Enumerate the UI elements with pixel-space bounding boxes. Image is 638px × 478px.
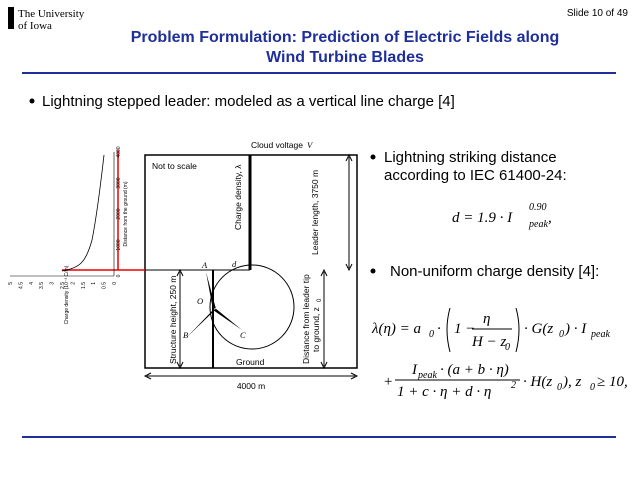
inset-labels: 0 1000 2000 3000 4000 Distance from the groun…: [8, 146, 129, 324]
figure-label: O: [197, 296, 203, 306]
equation: 0: [429, 329, 434, 340]
inset-tick: 1000: [116, 239, 122, 250]
blades: [186, 272, 242, 338]
inset-axis-label: Distance from the ground (m): [123, 181, 129, 246]
figure-label: 4000 m: [237, 381, 265, 391]
figure-label: Leader length, 3750 m: [310, 170, 320, 255]
equation: d = 1.9 · I: [452, 210, 513, 226]
figure-label: d: [232, 259, 237, 269]
bullet-text: Lightning stepped leader: modeled as a v…: [42, 93, 455, 110]
dimension: [143, 372, 359, 380]
inset-tick: 5: [8, 282, 14, 285]
logo-text: The University: [18, 8, 85, 20]
dimension: [176, 268, 184, 370]
figure-label: A: [201, 260, 208, 270]
figure-label: Distance from leader tip: [301, 274, 311, 364]
inset-tick: 4000: [116, 146, 122, 157]
equation: 0: [557, 382, 562, 393]
equation: λ(η) = a: [371, 321, 421, 337]
equation: 0: [505, 342, 510, 353]
bullet: [29, 98, 35, 104]
bullet-text: Lightning striking distance: [384, 149, 557, 166]
figure-label: C: [240, 330, 246, 340]
equation: · (a + b · η): [440, 362, 509, 378]
inset-tick: 3.5: [39, 282, 45, 289]
figure-label: V: [307, 140, 314, 150]
inset-tick: 0.5: [102, 282, 108, 289]
equation: peak: [528, 219, 548, 230]
inset-tick: 0: [116, 274, 122, 277]
figure-label: Charge density, λ: [233, 164, 243, 230]
equation: +: [383, 374, 393, 390]
equation: ,: [548, 210, 552, 226]
logo-text: of Iowa: [18, 20, 52, 32]
title: Wind Turbine Blades: [266, 49, 424, 66]
inset-tick: 2: [70, 282, 76, 285]
inset-tick: 2000: [116, 208, 122, 219]
figure-label: B: [183, 330, 188, 340]
equation: · H(z: [523, 374, 552, 390]
inset-tick: 4: [29, 282, 35, 285]
equation: 0: [590, 382, 595, 393]
equation: ≥ 10,: [597, 374, 628, 390]
inset-tick: 1: [91, 282, 97, 285]
title: Problem Formulation: Prediction of Elect…: [131, 29, 560, 46]
equation: 1 + c · η + d · η: [397, 384, 491, 400]
inset-tick: 2.5: [60, 282, 66, 289]
figure-label: Cloud voltage: [251, 140, 303, 150]
striking-circle: [209, 264, 295, 350]
equation: ), z: [562, 374, 581, 390]
inset-axis-label: Charge density (10⁻³ C/m): [64, 265, 70, 324]
equation: 2: [511, 380, 516, 391]
equation: H − z: [471, 334, 506, 350]
inset-tick: 3: [50, 282, 56, 285]
figure-label: to ground, z: [311, 307, 321, 352]
inset-tick: 1.5: [81, 282, 87, 289]
bullet: [370, 154, 376, 160]
equation: ) · I: [564, 321, 587, 337]
dimension: [320, 268, 328, 370]
inset-tick: 3000: [116, 177, 122, 188]
paren: [446, 307, 520, 353]
bullet-text: Non-uniform charge density [4]:: [390, 263, 599, 280]
equation: 1 −: [454, 321, 475, 337]
inset-curve: [61, 154, 105, 272]
slide-number: Slide 10 of 49: [567, 8, 629, 19]
equation: 0: [559, 329, 564, 340]
figure-label: 0: [317, 298, 323, 302]
logo-mark: [8, 7, 14, 29]
equation: ·: [437, 321, 441, 337]
equation: · G(z: [524, 321, 553, 337]
figure-label: Ground: [236, 357, 265, 367]
figure-label: Not to scale: [152, 161, 197, 171]
equation: peak: [417, 370, 437, 381]
dimension: [345, 153, 353, 272]
bullet-text: according to IEC 61400-24:: [384, 167, 567, 184]
inset-tick: 0: [112, 282, 118, 285]
equation: η: [483, 311, 490, 327]
equation: I: [411, 362, 418, 378]
equation: peak: [590, 329, 610, 340]
inset-tick: 4.5: [18, 282, 24, 289]
figure-label: Structure height, 250 m: [168, 276, 178, 364]
bullet: [370, 268, 376, 274]
equation: 0.90: [529, 202, 547, 213]
